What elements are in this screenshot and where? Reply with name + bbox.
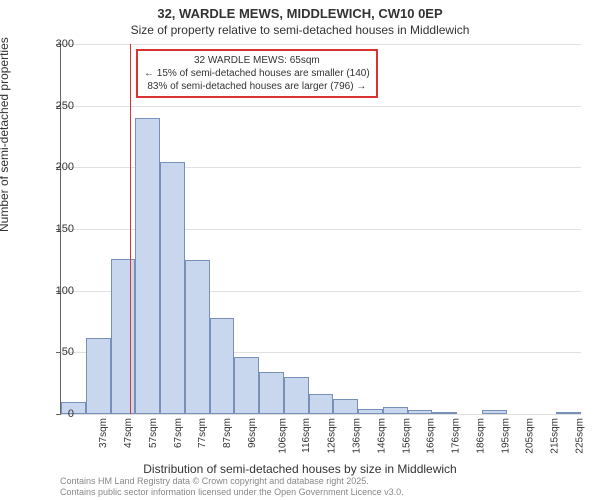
credits-line1: Contains HM Land Registry data © Crown c… (60, 476, 404, 487)
y-tick-label: 50 (44, 346, 74, 358)
y-tick-label: 300 (44, 38, 74, 50)
plot-area: 32 WARDLE MEWS: 65sqm← 15% of semi-detac… (60, 44, 581, 415)
histogram-bar (284, 377, 309, 414)
reference-line (130, 44, 131, 414)
x-tick-label: 96sqm (247, 418, 258, 448)
y-tick-label: 150 (44, 223, 74, 235)
x-tick-label: 57sqm (148, 418, 159, 448)
chart-title: 32, WARDLE MEWS, MIDDLEWICH, CW10 0EP (0, 0, 600, 21)
x-tick-label: 47sqm (123, 418, 134, 448)
histogram-bar (383, 407, 408, 414)
x-tick-label: 225sqm (574, 418, 585, 454)
x-tick-label: 136sqm (352, 418, 363, 454)
x-tick-label: 37sqm (98, 418, 109, 448)
x-tick-label: 116sqm (301, 418, 312, 453)
annotation-line: 32 WARDLE MEWS: 65sqm (144, 54, 370, 67)
histogram-bar (358, 409, 383, 414)
x-tick-label: 87sqm (222, 418, 233, 448)
x-tick-label: 146sqm (376, 418, 387, 454)
histogram-bar (309, 394, 334, 414)
chart-subtitle: Size of property relative to semi-detach… (0, 21, 600, 37)
grid-line (61, 44, 581, 45)
grid-line (61, 106, 581, 107)
x-tick-label: 176sqm (451, 418, 462, 454)
x-tick-label: 156sqm (401, 418, 412, 454)
annotation-box: 32 WARDLE MEWS: 65sqm← 15% of semi-detac… (136, 49, 378, 98)
y-tick-label: 100 (44, 285, 74, 297)
credits: Contains HM Land Registry data © Crown c… (60, 476, 404, 498)
x-tick-label: 186sqm (475, 418, 486, 454)
y-axis-label: Number of semi-detached properties (0, 37, 11, 232)
credits-line2: Contains public sector information licen… (60, 487, 404, 498)
histogram-bar (86, 338, 111, 414)
histogram-bar (111, 259, 136, 414)
x-tick-label: 195sqm (500, 418, 511, 454)
y-tick-label: 200 (44, 161, 74, 173)
histogram-bar (556, 412, 581, 414)
annotation-line: 83% of semi-detached houses are larger (… (144, 80, 370, 93)
histogram-bar (160, 162, 185, 414)
x-tick-label: 106sqm (277, 418, 288, 454)
histogram-bar (234, 357, 259, 414)
histogram-bar (185, 260, 210, 414)
histogram-bar (135, 118, 160, 414)
x-tick-label: 166sqm (426, 418, 437, 454)
x-tick-label: 215sqm (550, 418, 561, 454)
x-tick-label: 205sqm (525, 418, 536, 454)
y-tick-label: 0 (44, 408, 74, 420)
histogram-bar (432, 412, 457, 414)
histogram-bar (482, 410, 507, 414)
histogram-bar (259, 372, 284, 414)
x-tick-label: 77sqm (197, 418, 208, 448)
y-tick-label: 250 (44, 100, 74, 112)
histogram-bar (210, 318, 235, 414)
x-axis-label: Distribution of semi-detached houses by … (0, 462, 600, 476)
histogram-bar (408, 410, 433, 414)
histogram-chart: 32, WARDLE MEWS, MIDDLEWICH, CW10 0EP Si… (0, 0, 600, 500)
x-tick-label: 67sqm (173, 418, 184, 448)
annotation-line: ← 15% of semi-detached houses are smalle… (144, 67, 370, 80)
x-tick-label: 126sqm (327, 418, 338, 454)
grid-line (61, 414, 581, 415)
histogram-bar (333, 399, 358, 414)
